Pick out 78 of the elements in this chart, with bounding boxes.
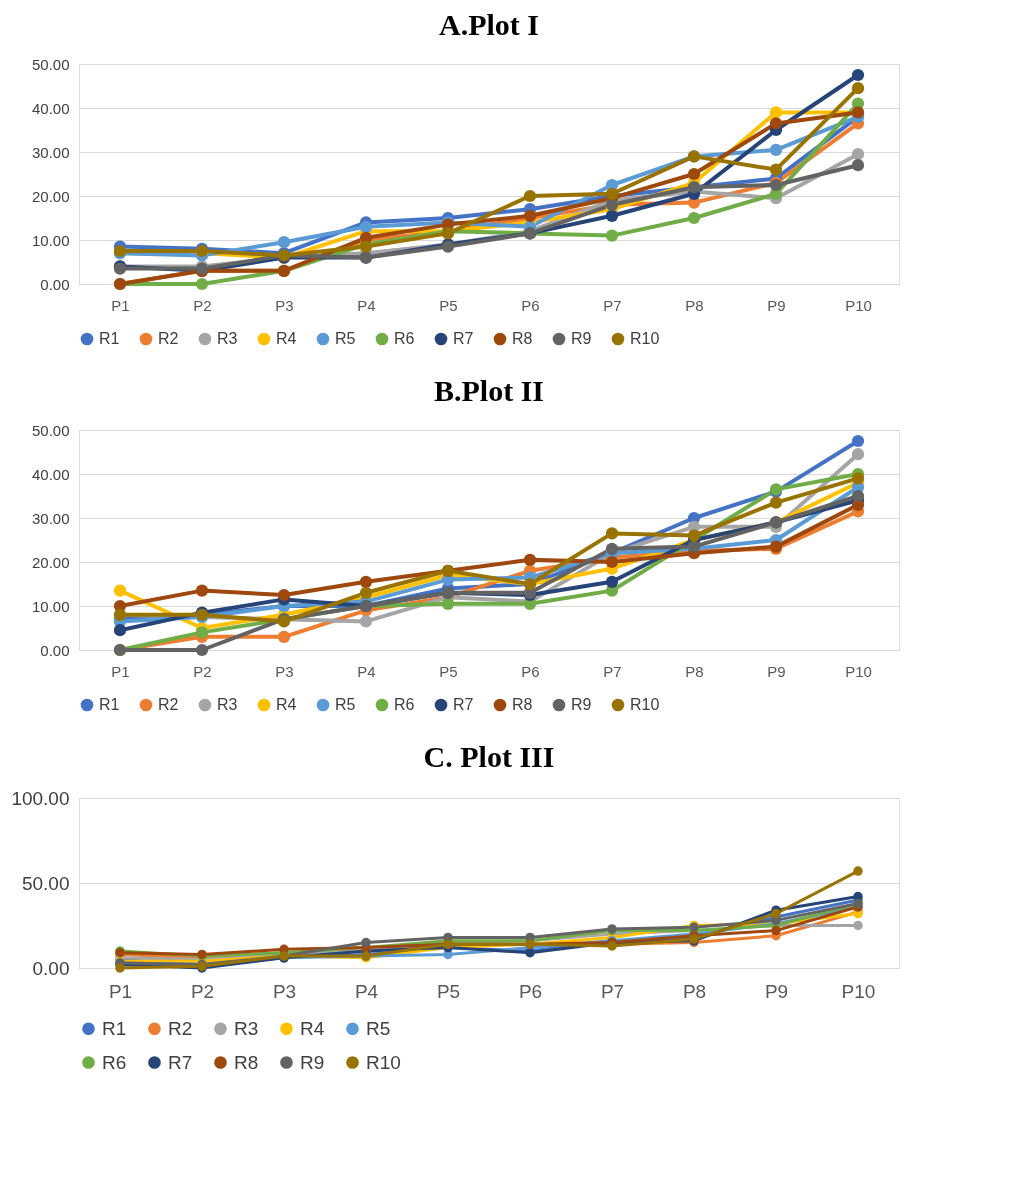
x-tick-label: P1 xyxy=(111,296,130,314)
y-tick-label: 10.00 xyxy=(31,597,70,615)
legend-label: R4 xyxy=(300,1017,325,1039)
x-tick-label: P5 xyxy=(436,980,461,1002)
legend-label: R2 xyxy=(168,1017,193,1039)
x-tick-label: P8 xyxy=(682,980,707,1002)
legend-label: R8 xyxy=(512,330,533,347)
x-tick-label: P4 xyxy=(357,296,376,314)
x-tick-label: P7 xyxy=(603,662,622,680)
legend-label: R5 xyxy=(335,696,356,713)
legend-label: R1 xyxy=(102,1017,127,1039)
legend-label: R8 xyxy=(234,1051,259,1073)
legend-label: R7 xyxy=(453,696,474,713)
legend-label: R9 xyxy=(571,330,592,347)
y-tick-label: 50.00 xyxy=(31,55,70,73)
y-tick-label: 0.00 xyxy=(40,275,70,293)
legend-label: R9 xyxy=(300,1051,325,1073)
x-tick-label: P6 xyxy=(518,980,543,1002)
x-tick-label: P4 xyxy=(357,662,376,680)
x-tick-label: P8 xyxy=(685,296,704,314)
legend-label: R2 xyxy=(158,696,179,713)
x-tick-label: P10 xyxy=(845,662,872,680)
legend-label: R7 xyxy=(453,330,474,347)
x-tick-label: P10 xyxy=(841,980,876,1002)
y-tick-label: 50.00 xyxy=(31,421,70,439)
x-tick-label: P6 xyxy=(521,296,540,314)
y-tick-label: 100.00 xyxy=(11,787,70,809)
y-tick-label: 40.00 xyxy=(31,465,70,483)
y-tick-label: 30.00 xyxy=(31,143,70,161)
x-tick-label: P2 xyxy=(190,980,215,1002)
legend-label: R3 xyxy=(234,1017,259,1039)
x-tick-label: P2 xyxy=(193,296,212,314)
legend-label: R5 xyxy=(366,1017,391,1039)
y-tick-label: 40.00 xyxy=(31,99,70,117)
chart-title: C. Plot III xyxy=(423,740,555,773)
legend-label: R9 xyxy=(571,696,592,713)
y-tick-label: 20.00 xyxy=(31,553,70,571)
legend-label: R1 xyxy=(99,696,120,713)
x-tick-label: P1 xyxy=(111,662,130,680)
legend-label: R7 xyxy=(168,1051,193,1073)
y-tick-label: 0.00 xyxy=(40,641,70,659)
x-tick-label: P9 xyxy=(767,662,786,680)
legend-label: R6 xyxy=(102,1051,127,1073)
x-tick-label: P5 xyxy=(439,662,458,680)
x-tick-label: P4 xyxy=(354,980,379,1002)
legend-label: R6 xyxy=(394,696,415,713)
x-tick-label: P3 xyxy=(275,296,294,314)
y-tick-label: 50.00 xyxy=(21,872,70,894)
x-tick-label: P8 xyxy=(685,662,704,680)
legend-label: R8 xyxy=(512,696,533,713)
x-tick-label: P9 xyxy=(767,296,786,314)
x-tick-label: P10 xyxy=(845,296,872,314)
x-tick-label: P6 xyxy=(521,662,540,680)
legend-label: R4 xyxy=(276,330,297,347)
x-tick-label: P3 xyxy=(272,980,297,1002)
legend-label: R10 xyxy=(630,696,660,713)
x-tick-label: P7 xyxy=(603,296,622,314)
y-tick-label: 20.00 xyxy=(31,187,70,205)
legend-label: R2 xyxy=(158,330,179,347)
y-tick-label: 0.00 xyxy=(32,957,70,979)
chart-title: B.Plot II xyxy=(433,374,545,407)
legend-label: R10 xyxy=(366,1051,401,1073)
legend-label: R3 xyxy=(217,696,238,713)
x-tick-label: P7 xyxy=(600,980,625,1002)
legend-label: R4 xyxy=(276,696,297,713)
legend-label: R1 xyxy=(99,330,120,347)
y-tick-label: 10.00 xyxy=(31,231,70,249)
x-tick-label: P3 xyxy=(275,662,294,680)
x-tick-label: P9 xyxy=(764,980,789,1002)
legend-label: R5 xyxy=(335,330,356,347)
chart-title: A.Plot I xyxy=(439,8,539,41)
x-tick-label: P1 xyxy=(108,980,133,1002)
x-tick-label: P2 xyxy=(193,662,212,680)
y-tick-label: 30.00 xyxy=(31,509,70,527)
legend-label: R3 xyxy=(217,330,238,347)
legend-label: R10 xyxy=(630,330,660,347)
x-tick-label: P5 xyxy=(439,296,458,314)
legend-label: R6 xyxy=(394,330,415,347)
